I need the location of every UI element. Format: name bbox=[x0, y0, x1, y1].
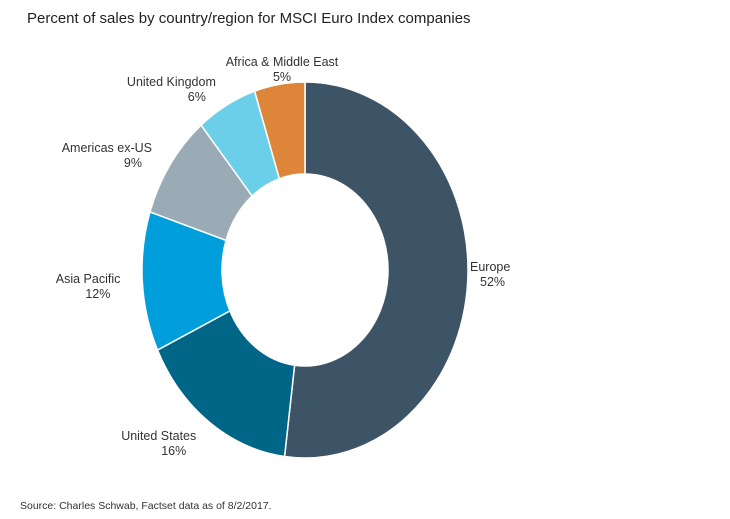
slice-africa-middle-east bbox=[253, 81, 306, 180]
slice-label: Africa & Middle East bbox=[226, 55, 339, 69]
slice-value-label: 12% bbox=[85, 287, 110, 301]
slice-label: United Kingdom bbox=[127, 75, 216, 89]
slice-label: Europe bbox=[470, 260, 510, 274]
slice-europe bbox=[283, 81, 469, 459]
slice-label: Asia Pacific bbox=[56, 272, 121, 286]
slice-value-label: 5% bbox=[273, 70, 291, 84]
slice-united-states bbox=[156, 309, 296, 458]
slice-value-label: 9% bbox=[124, 156, 142, 170]
slice-value-label: 6% bbox=[188, 90, 206, 104]
slice-label: United States bbox=[121, 429, 196, 443]
slice-label: Americas ex-US bbox=[62, 141, 152, 155]
chart-title: Percent of sales by country/region for M… bbox=[27, 10, 471, 27]
slice-value-label: 52% bbox=[480, 275, 505, 289]
source-note: Source: Charles Schwab, Factset data as … bbox=[20, 500, 272, 512]
slice-value-label: 16% bbox=[161, 444, 186, 458]
